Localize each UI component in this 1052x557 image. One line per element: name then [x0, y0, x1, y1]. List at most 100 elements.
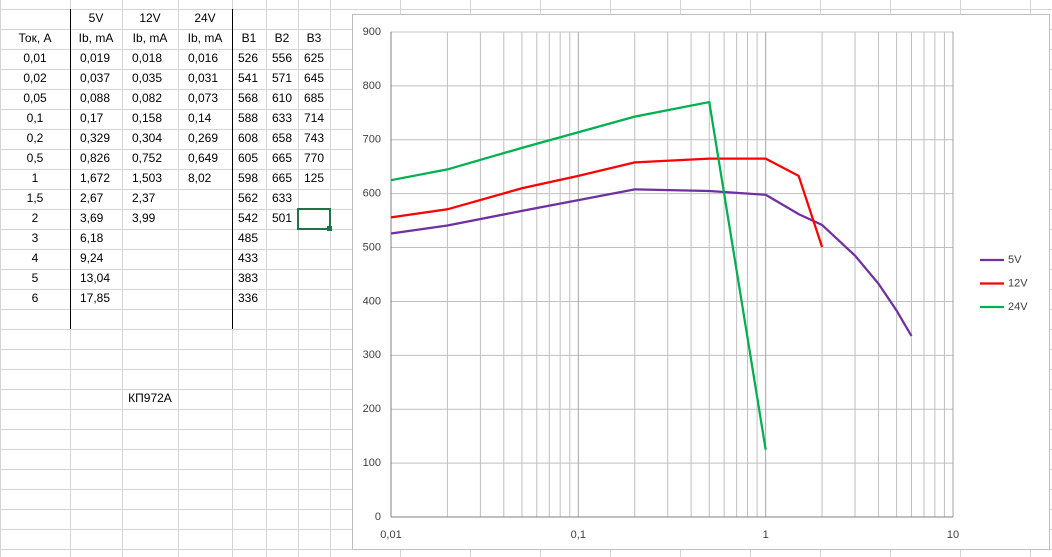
- cell: 610: [272, 91, 292, 105]
- cell: 556: [272, 51, 292, 65]
- legend-label: 24V: [1008, 301, 1028, 313]
- chart[interactable]: 0 100 200 300 400 500 600 700 800 900 0,01 0,1 1 10 5V…: [352, 14, 1050, 550]
- y-tick-label: 500: [363, 241, 381, 253]
- header-cell: Ib, mA: [79, 31, 114, 45]
- cell: 568: [238, 91, 258, 105]
- cell: 0,01: [23, 51, 47, 65]
- x-tick-label: 0,01: [380, 529, 401, 541]
- cell: 433: [238, 251, 258, 265]
- cell: 8,02: [188, 171, 212, 185]
- cell: 13,04: [80, 271, 110, 285]
- cell: 0,269: [188, 131, 218, 145]
- cell: 0,649: [188, 151, 218, 165]
- y-tick-label: 200: [363, 403, 381, 415]
- header-cell: B3: [307, 31, 322, 45]
- cell: 3,69: [80, 211, 104, 225]
- cell: 17,85: [80, 291, 110, 305]
- y-tick-label: 300: [363, 349, 381, 361]
- cell: 665: [272, 151, 292, 165]
- cell: 0,035: [132, 71, 162, 85]
- cell: 526: [238, 51, 258, 65]
- legend-label: 5V: [1008, 254, 1022, 266]
- cell: 714: [304, 111, 324, 125]
- x-tick-label: 0,1: [571, 529, 586, 541]
- cell: 0,5: [27, 151, 44, 165]
- cell: 2: [32, 211, 39, 225]
- cell: 3: [32, 231, 39, 245]
- cell: 645: [304, 71, 324, 85]
- y-tick-label: 800: [363, 80, 381, 92]
- cell: 0,158: [132, 111, 162, 125]
- cell: 562: [238, 191, 258, 205]
- y-tick-label: 400: [363, 295, 381, 307]
- cell: 0,17: [80, 111, 104, 125]
- header-cell: 12V: [139, 11, 160, 25]
- series-line: [390, 157, 824, 248]
- cell: 485: [238, 231, 258, 245]
- cell: 770: [304, 151, 324, 165]
- cell: 0,088: [80, 91, 110, 105]
- series-line: [390, 188, 913, 337]
- cell: 9,24: [80, 251, 104, 265]
- note: КП972А: [128, 391, 172, 405]
- header-cell: Ib, mA: [188, 31, 223, 45]
- x-tick-label: 10: [947, 529, 959, 541]
- x-tick-label: 1: [763, 529, 769, 541]
- cell: 0,073: [188, 91, 218, 105]
- cell: 665: [272, 171, 292, 185]
- cell: 0,02: [23, 71, 47, 85]
- cell: 0,329: [80, 131, 110, 145]
- cell: 0,05: [23, 91, 47, 105]
- cell: 0,1: [27, 111, 44, 125]
- legend-label: 12V: [1008, 277, 1028, 289]
- cell: 0,037: [80, 71, 110, 85]
- header-cell: Ток, А: [19, 31, 52, 45]
- series-line: [390, 100, 767, 450]
- cell: 0,019: [80, 51, 110, 65]
- y-tick-label: 0: [375, 511, 381, 523]
- cell: 3,99: [132, 211, 156, 225]
- header-cell: B1: [242, 31, 257, 45]
- cell: 633: [272, 191, 292, 205]
- cell: 383: [238, 271, 258, 285]
- header-cell: B2: [275, 31, 290, 45]
- cell: 0,031: [188, 71, 218, 85]
- cell: 0,826: [80, 151, 110, 165]
- fill-handle[interactable]: [327, 226, 332, 231]
- cell: 2,67: [80, 191, 104, 205]
- cell: 0,018: [132, 51, 162, 65]
- cell: 608: [238, 131, 258, 145]
- y-tick-label: 600: [363, 188, 381, 200]
- cell: 1,503: [132, 171, 162, 185]
- cell: 542: [238, 211, 258, 225]
- cell: 336: [238, 291, 258, 305]
- cell: 541: [238, 71, 258, 85]
- cell: 6: [32, 291, 39, 305]
- chart-frame: [352, 14, 1050, 550]
- cell: 0,304: [132, 131, 162, 145]
- y-tick-label: 700: [363, 134, 381, 146]
- cell: 658: [272, 131, 292, 145]
- cell: 571: [272, 71, 292, 85]
- cell: 2,37: [132, 191, 156, 205]
- header-cell: 5V: [89, 11, 104, 25]
- cell: 4: [32, 251, 39, 265]
- header-cell: 24V: [194, 11, 215, 25]
- y-tick-label: 900: [363, 26, 381, 38]
- cell: 633: [272, 111, 292, 125]
- cell: 625: [304, 51, 324, 65]
- cell: 598: [238, 171, 258, 185]
- cell: 0,2: [27, 131, 44, 145]
- cell: 1,672: [80, 171, 110, 185]
- cell: 1,5: [27, 191, 44, 205]
- cell: 0,752: [132, 151, 162, 165]
- cell: 605: [238, 151, 258, 165]
- header-cell: Ib, mA: [133, 31, 168, 45]
- cell: 588: [238, 111, 258, 125]
- cell: 743: [304, 131, 324, 145]
- selected-cell[interactable]: [297, 208, 331, 230]
- cell: 0,14: [188, 111, 212, 125]
- cell: 6,18: [80, 231, 104, 245]
- cell: 0,016: [188, 51, 218, 65]
